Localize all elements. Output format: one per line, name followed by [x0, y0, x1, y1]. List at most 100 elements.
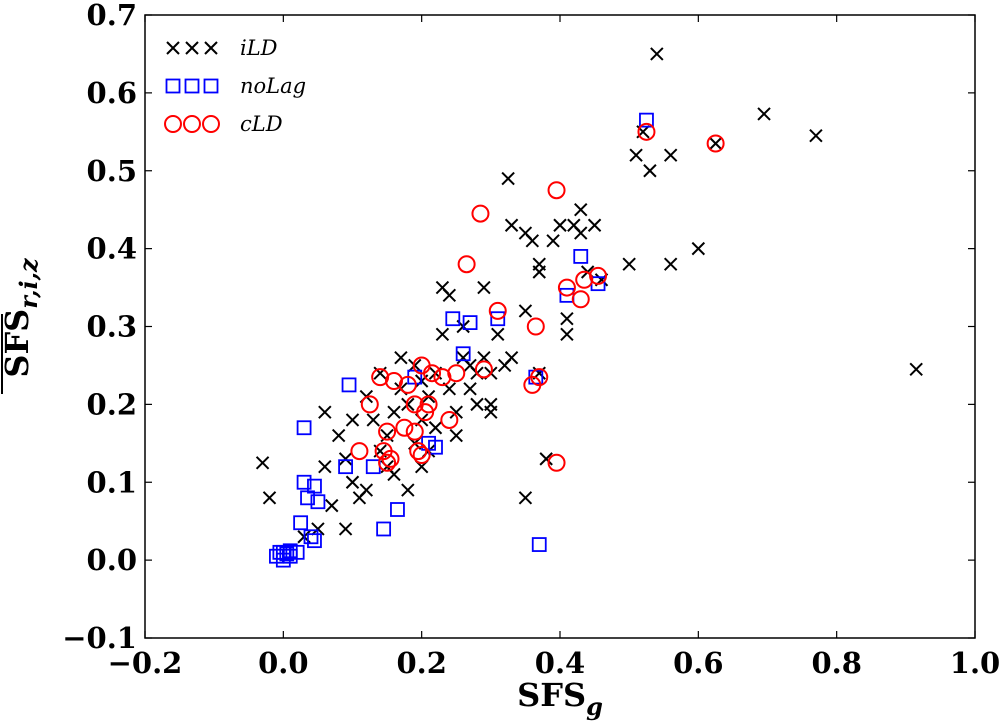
point-iLD — [539, 452, 553, 466]
point-iLD — [428, 421, 443, 435]
point-iLD — [345, 475, 360, 489]
point-iLD — [553, 218, 567, 232]
point-iLD — [629, 148, 643, 162]
point-iLD — [262, 491, 277, 505]
point-cLD — [547, 181, 566, 200]
point-noLag — [303, 529, 319, 545]
x-tick-label: 0.2 — [396, 646, 446, 680]
legend-marker-cLD — [202, 115, 220, 133]
legend-item-cLD: cLD — [164, 112, 283, 136]
point-iLD — [504, 350, 519, 365]
point-iLD — [518, 304, 533, 318]
point-iLD — [501, 171, 515, 186]
point-iLD — [318, 459, 332, 474]
point-cLD — [419, 395, 438, 414]
legend-marker-noLag — [203, 78, 219, 94]
point-noLag — [338, 459, 353, 475]
x-tick-label: 0.0 — [258, 646, 308, 680]
point-cLD — [360, 395, 379, 414]
y-tick-label: 0.0 — [87, 543, 137, 577]
point-iLD — [338, 522, 353, 536]
legend-item-iLD: iLD — [166, 36, 278, 60]
point-noLag — [341, 377, 357, 393]
point-iLD — [394, 350, 408, 365]
point-cLD — [526, 317, 545, 336]
point-iLD — [318, 405, 332, 419]
point-cLD — [423, 364, 442, 383]
point-iLD — [643, 164, 657, 178]
y-tick-label: 0.7 — [87, 0, 137, 32]
legend: iLD noLag cLD — [164, 36, 306, 136]
data-marks — [255, 47, 923, 568]
legend-marker-cLD — [183, 115, 201, 133]
y-tick-label: 0.1 — [87, 465, 137, 499]
point-iLD — [331, 428, 346, 443]
point-iLD — [650, 47, 664, 61]
x-tick-label: 0.4 — [535, 646, 585, 680]
point-noLag — [279, 546, 295, 562]
point-noLag — [445, 311, 461, 327]
legend-marker-noLag — [165, 78, 181, 94]
series-cLD — [350, 122, 725, 472]
point-noLag — [455, 346, 471, 362]
plot-frame — [144, 14, 976, 639]
point-iLD — [560, 312, 574, 326]
point-cLD — [440, 410, 459, 429]
point-cLD — [488, 301, 507, 320]
point-iLD — [470, 397, 484, 412]
point-cLD — [378, 422, 397, 441]
point-noLag — [428, 439, 443, 455]
point-noLag — [573, 249, 589, 264]
point-iLD — [546, 234, 560, 248]
point-cLD — [471, 204, 490, 223]
point-cLD — [395, 418, 414, 437]
point-iLD — [622, 257, 636, 271]
point-cLD — [409, 442, 428, 461]
point-noLag — [282, 548, 298, 564]
y-tick-label: 0.4 — [87, 232, 137, 266]
point-iLD — [345, 413, 360, 427]
point-noLag — [296, 474, 312, 490]
axis-ticks: −0.2 0.0 0.2 0.4 0.6 0.8 1.0 −0.1 0.0 0.1 0.2 0.3 0.… — [62, 0, 1000, 680]
series-noLag — [269, 112, 654, 568]
y-tick-label: −0.1 — [62, 621, 137, 655]
point-iLD — [311, 522, 325, 536]
y-tick-label: 0.5 — [87, 154, 137, 188]
point-iLD — [449, 405, 463, 419]
point-cLD — [457, 255, 476, 274]
legend-marker-cLD — [164, 115, 182, 133]
point-iLD — [255, 456, 270, 470]
point-iLD — [560, 327, 574, 341]
point-cLD — [381, 449, 400, 468]
point-cLD — [547, 453, 566, 472]
point-noLag — [365, 459, 381, 475]
point-cLD — [637, 122, 656, 141]
point-iLD — [463, 382, 477, 396]
y-tick-label: 0.2 — [87, 387, 137, 421]
point-iLD — [525, 234, 540, 248]
point-iLD — [809, 128, 823, 143]
point-cLD — [474, 360, 493, 379]
y-axis-label: SFSr,i,z — [0, 257, 43, 378]
point-iLD — [449, 428, 463, 443]
point-cLD — [447, 364, 466, 383]
legend-item-noLag: noLag — [165, 74, 306, 98]
point-cLD — [350, 442, 369, 461]
point-iLD — [325, 498, 339, 513]
point-cLD — [557, 278, 576, 297]
point-iLD — [484, 397, 498, 412]
point-cLD — [706, 134, 725, 153]
point-noLag — [490, 311, 506, 327]
point-noLag — [307, 478, 322, 494]
point-iLD — [477, 280, 491, 295]
legend-label: cLD — [240, 112, 283, 136]
x-axis-label: SFSg — [517, 676, 603, 721]
legend-marker-noLag — [184, 78, 200, 94]
point-iLD — [504, 218, 519, 232]
point-iLD — [338, 452, 353, 466]
point-noLag — [310, 494, 326, 510]
point-cLD — [416, 403, 435, 422]
point-iLD — [909, 362, 923, 377]
x-tick-label: 1.0 — [950, 646, 1000, 680]
